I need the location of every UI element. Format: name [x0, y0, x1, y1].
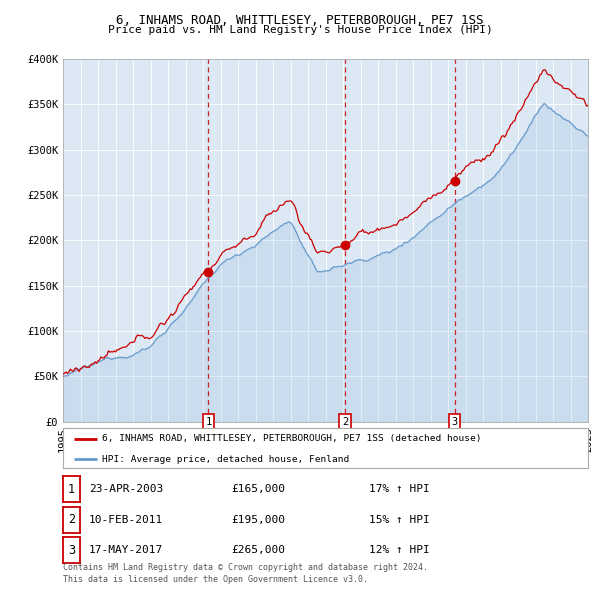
- Text: 6, INHAMS ROAD, WHITTLESEY, PETERBOROUGH, PE7 1SS: 6, INHAMS ROAD, WHITTLESEY, PETERBOROUGH…: [116, 14, 484, 27]
- Text: 10-FEB-2011: 10-FEB-2011: [89, 515, 163, 525]
- Text: £165,000: £165,000: [231, 484, 285, 494]
- Text: 12% ↑ HPI: 12% ↑ HPI: [369, 546, 430, 555]
- Text: HPI: Average price, detached house, Fenland: HPI: Average price, detached house, Fenl…: [103, 454, 350, 464]
- Text: 1: 1: [68, 483, 75, 496]
- Text: £195,000: £195,000: [231, 515, 285, 525]
- Text: 3: 3: [452, 417, 458, 427]
- Text: 23-APR-2003: 23-APR-2003: [89, 484, 163, 494]
- Text: 3: 3: [68, 544, 75, 557]
- Text: 17-MAY-2017: 17-MAY-2017: [89, 546, 163, 555]
- Text: 2: 2: [342, 417, 348, 427]
- Text: Price paid vs. HM Land Registry's House Price Index (HPI): Price paid vs. HM Land Registry's House …: [107, 25, 493, 35]
- Text: 6, INHAMS ROAD, WHITTLESEY, PETERBOROUGH, PE7 1SS (detached house): 6, INHAMS ROAD, WHITTLESEY, PETERBOROUGH…: [103, 434, 482, 444]
- Text: 17% ↑ HPI: 17% ↑ HPI: [369, 484, 430, 494]
- Text: 15% ↑ HPI: 15% ↑ HPI: [369, 515, 430, 525]
- Text: 2: 2: [68, 513, 75, 526]
- Text: Contains HM Land Registry data © Crown copyright and database right 2024.: Contains HM Land Registry data © Crown c…: [63, 563, 428, 572]
- Text: This data is licensed under the Open Government Licence v3.0.: This data is licensed under the Open Gov…: [63, 575, 368, 584]
- Text: 1: 1: [205, 417, 212, 427]
- Text: £265,000: £265,000: [231, 546, 285, 555]
